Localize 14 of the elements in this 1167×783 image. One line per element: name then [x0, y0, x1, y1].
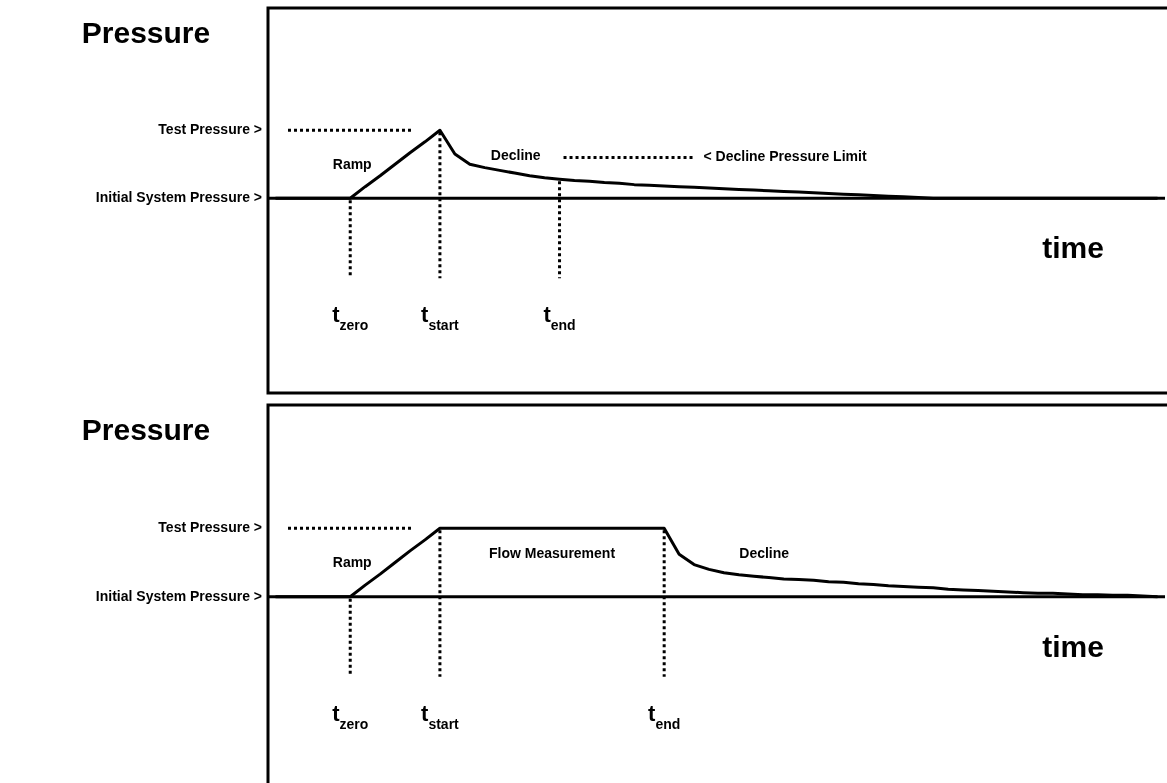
y-axis-title: Pressure: [81, 413, 211, 447]
annotation: Decline: [739, 545, 790, 562]
ref-line-label: Initial System Pressure >: [95, 189, 262, 206]
ref-line-label: < Decline Pressure Limit: [703, 148, 867, 165]
x-axis-title: time: [1042, 231, 1104, 265]
y-axis-title: Pressure: [81, 16, 211, 50]
annotation: Ramp: [332, 155, 372, 172]
ref-line-label: Initial System Pressure >: [95, 587, 262, 604]
x-axis-title: time: [1042, 630, 1104, 663]
annotation: Ramp: [332, 554, 372, 571]
annotation: Flow Measurement: [489, 545, 616, 562]
annotation: Decline: [490, 146, 541, 163]
ref-line-label: Test Pressure >: [158, 121, 262, 138]
ref-line-label: Test Pressure >: [158, 519, 262, 536]
